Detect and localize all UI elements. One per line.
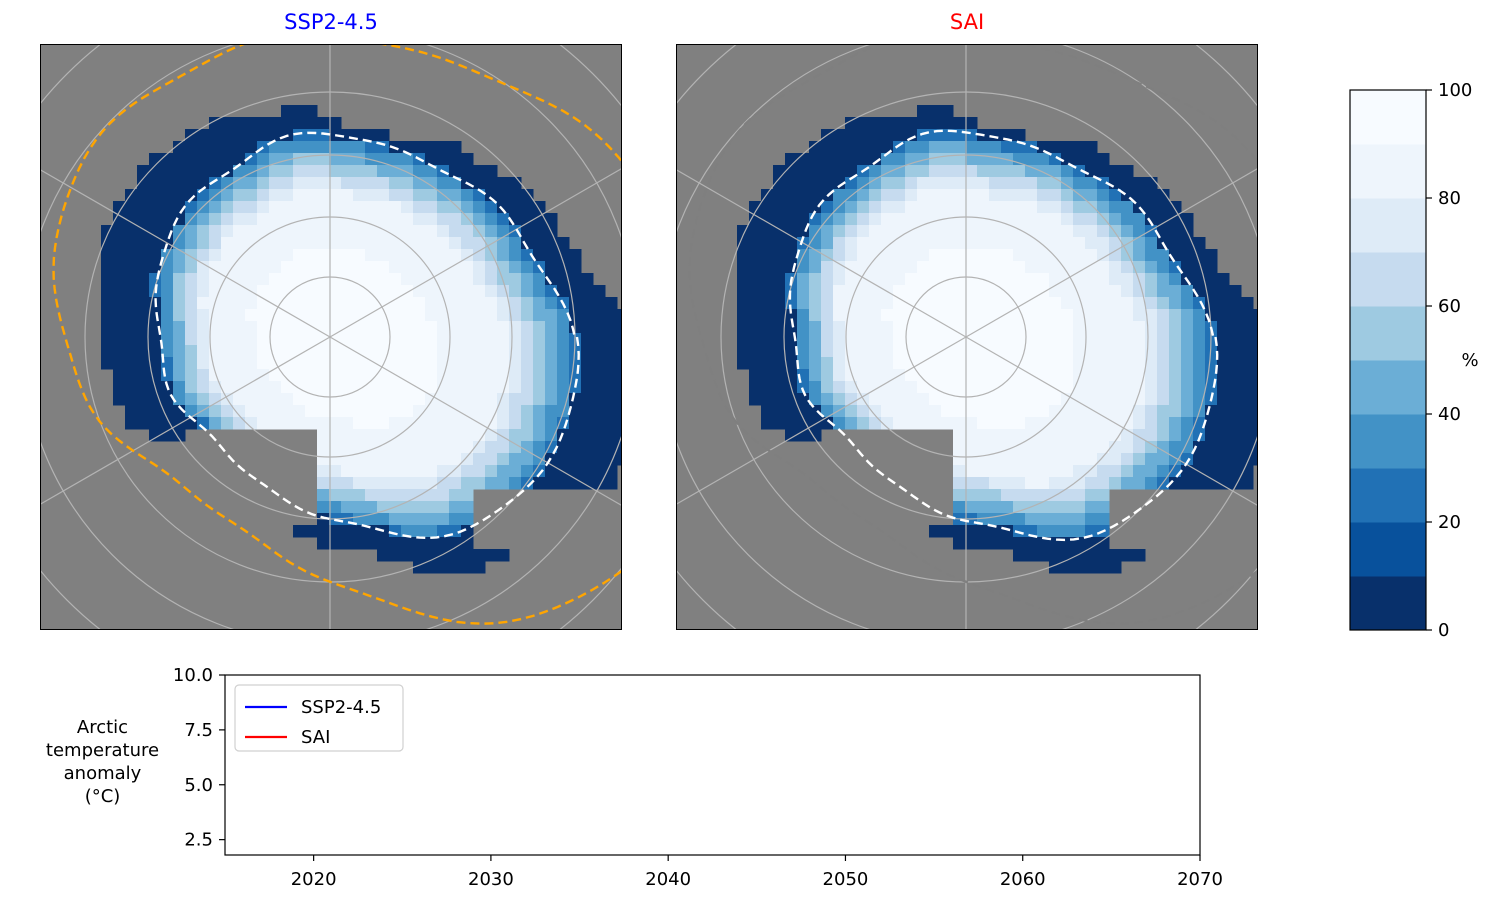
colorbar-tick-label: 80	[1438, 188, 1461, 209]
colorbar-segment	[1350, 306, 1426, 361]
timeseries-ylabel: Arctic temperature anomaly (°C)	[30, 716, 175, 808]
colorbar-segment	[1350, 198, 1426, 253]
ylabel-line: temperature	[45, 740, 160, 761]
colorbar-unit-label: %	[1461, 350, 1478, 371]
colorbar-tick-label: 20	[1438, 512, 1461, 533]
colorbar-tick-label: 40	[1438, 404, 1461, 425]
x-tick-label: 2020	[291, 869, 337, 890]
y-tick-label: 7.5	[184, 720, 213, 741]
colorbar-segment	[1350, 522, 1426, 577]
x-tick-label: 2040	[645, 869, 691, 890]
colorbar-segment	[1350, 414, 1426, 469]
y-tick-label: 2.5	[184, 830, 213, 851]
ylabel-line: Arctic	[76, 717, 129, 738]
colorbar-segment	[1350, 90, 1426, 145]
y-tick-label: 5.0	[184, 775, 213, 796]
colorbar: 0 20 40 60 80 100%	[1349, 80, 1479, 641]
x-tick-label: 2030	[468, 869, 514, 890]
legend-box	[234, 684, 404, 752]
legend-label: SSP2-4.5	[301, 697, 381, 718]
ylabel-line: anomaly	[63, 763, 142, 784]
sea-ice-map-sai	[676, 44, 1258, 630]
x-tick-label: 2060	[1000, 869, 1046, 890]
colorbar-segment	[1350, 360, 1426, 415]
y-tick-label: 10.0	[173, 665, 213, 686]
sea-ice-map-ssp	[40, 44, 622, 630]
ylabel-line: (°C)	[84, 786, 121, 807]
legend-label: SAI	[301, 727, 330, 748]
colorbar-tick-label: 60	[1438, 296, 1461, 317]
map-title-sai: SAI	[949, 10, 985, 34]
temperature-timeseries: 2020 2030 2040 2050 2060 2070 2.5 5.0 7.5 10.0 SSP…	[173, 665, 1223, 890]
colorbar-tick-label: 100	[1438, 80, 1472, 101]
x-tick-label: 2070	[1177, 869, 1223, 890]
colorbar-segment	[1350, 468, 1426, 523]
colorbar-segment	[1350, 252, 1426, 307]
colorbar-segment	[1350, 144, 1426, 199]
colorbar-frame	[1349, 89, 1427, 631]
x-tick-label: 2050	[823, 869, 869, 890]
colorbar-segment	[1350, 576, 1426, 631]
map-title-ssp: SSP2-4.5	[284, 10, 378, 34]
colorbar-tick-label: 0	[1438, 620, 1449, 641]
plot-frame	[224, 674, 1201, 856]
